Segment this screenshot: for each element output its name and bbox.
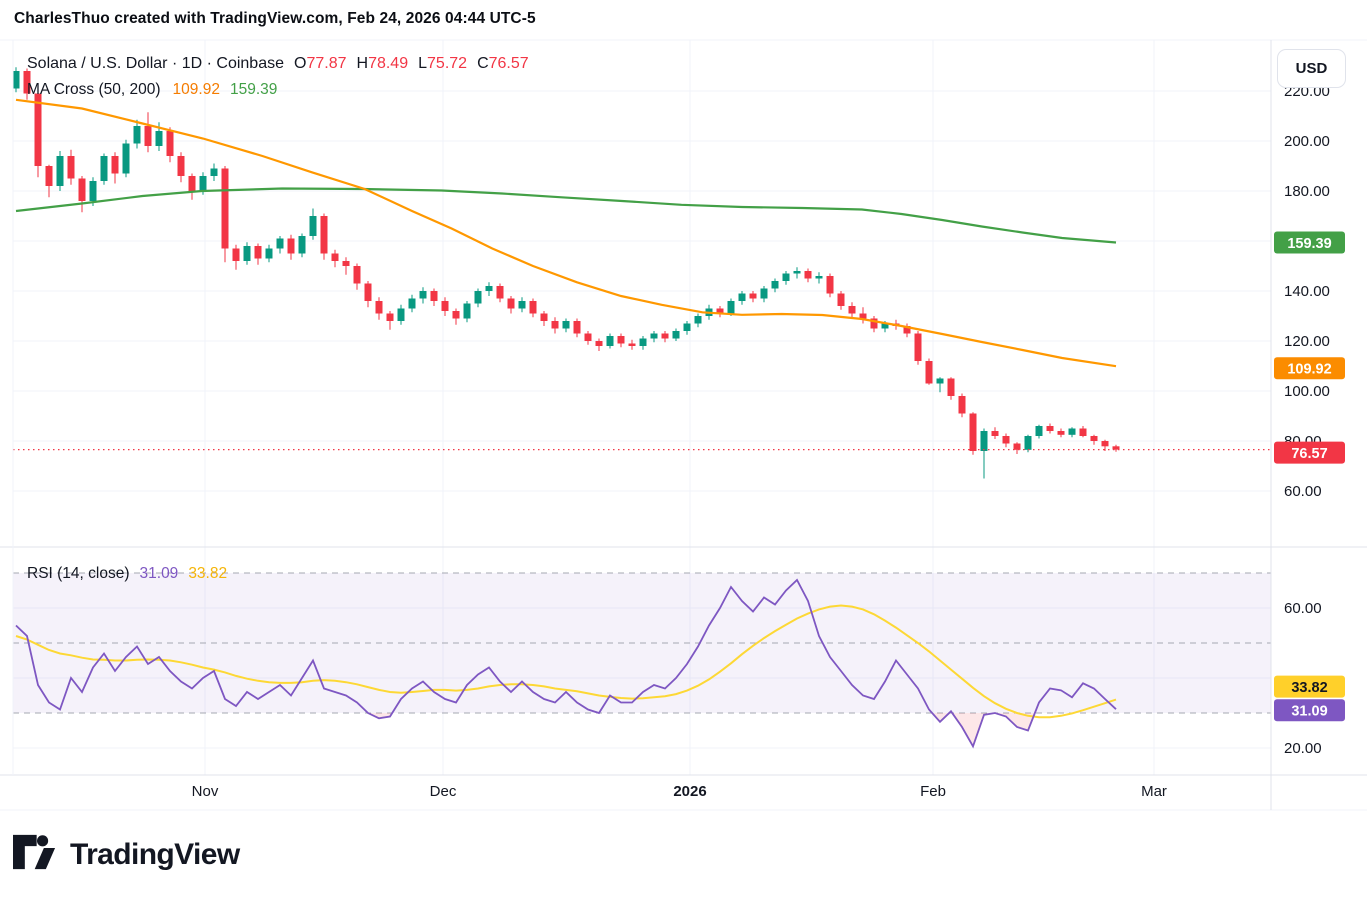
axis-badge: 109.92	[1274, 357, 1345, 380]
svg-text:100.00: 100.00	[1284, 383, 1330, 400]
rsi-label: RSI (14, close)	[27, 565, 130, 582]
axis-badge: 76.57	[1274, 441, 1345, 464]
svg-text:140.00: 140.00	[1284, 283, 1330, 300]
ma-cross-label: MA Cross (50, 200)	[27, 81, 161, 98]
low-value: 75.72	[427, 55, 468, 72]
ma200-value: 159.39	[229, 81, 278, 98]
rsi-line	[15, 578, 1117, 749]
axis-badge: 31.09	[1274, 699, 1345, 722]
chart-canvas[interactable]: text{font-family:"Liberation Sans",sans-…	[0, 0, 1367, 820]
ma50-value: 109.92	[172, 81, 220, 98]
svg-text:33.82: 33.82	[1291, 680, 1327, 696]
svg-text:Mar: Mar	[1141, 783, 1167, 800]
currency-toggle-button[interactable]: USD	[1277, 49, 1346, 88]
symbol-title: Solana / U.S. Dollar · 1D · Coinbase	[27, 55, 284, 72]
tradingview-logo[interactable]: TradingView	[13, 834, 240, 875]
svg-text:180.00: 180.00	[1284, 183, 1330, 200]
attribution-text: CharlesThuo created with TradingView.com…	[14, 10, 536, 27]
price-axis[interactable]: 220.00200.00180.00140.00120.00100.0080.0…	[1274, 83, 1345, 757]
symbol-legend[interactable]: Solana / U.S. Dollar · 1D · Coinbase O77.…	[27, 55, 529, 73]
ma50-line	[15, 98, 1117, 368]
rsi-value: 31.09	[139, 565, 179, 582]
svg-text:Nov: Nov	[192, 783, 219, 800]
svg-text:31.09: 31.09	[1291, 704, 1327, 720]
time-axis[interactable]: Nov Dec 2026 Feb Mar	[192, 783, 1167, 800]
close-value: 76.57	[488, 55, 529, 72]
low-label: L	[418, 55, 428, 72]
high-label: H	[356, 55, 369, 72]
rsi-ma-line	[15, 604, 1117, 719]
rsi-pane[interactable]	[15, 578, 1117, 749]
rsi-ma-value: 33.82	[188, 565, 228, 582]
ma200-line	[15, 187, 1117, 244]
svg-text:60.00: 60.00	[1284, 600, 1322, 617]
svg-text:2026: 2026	[673, 783, 706, 800]
open-value: 77.87	[306, 55, 347, 72]
svg-text:Feb: Feb	[920, 783, 946, 800]
tradingview-logo-text: TradingView	[70, 837, 240, 871]
price-pane[interactable]	[13, 67, 1272, 479]
svg-text:60.00: 60.00	[1284, 483, 1322, 500]
tradingview-logo-icon	[13, 834, 59, 875]
rsi-legend[interactable]: RSI (14, close) 31.09 33.82	[27, 565, 227, 583]
open-label: O	[294, 55, 307, 72]
svg-text:120.00: 120.00	[1284, 333, 1330, 350]
svg-text:109.92: 109.92	[1287, 362, 1331, 378]
close-label: C	[477, 55, 489, 72]
svg-text:20.00: 20.00	[1284, 740, 1322, 757]
ma-cross-legend[interactable]: MA Cross (50, 200) 109.92 159.39	[27, 81, 277, 99]
axis-badge: 33.82	[1274, 675, 1345, 698]
svg-text:76.57: 76.57	[1291, 446, 1327, 462]
svg-text:Dec: Dec	[430, 783, 457, 800]
axis-badge: 159.39	[1274, 231, 1345, 254]
svg-text:200.00: 200.00	[1284, 133, 1330, 150]
svg-text:159.39: 159.39	[1287, 236, 1331, 252]
high-value: 78.49	[368, 55, 409, 72]
